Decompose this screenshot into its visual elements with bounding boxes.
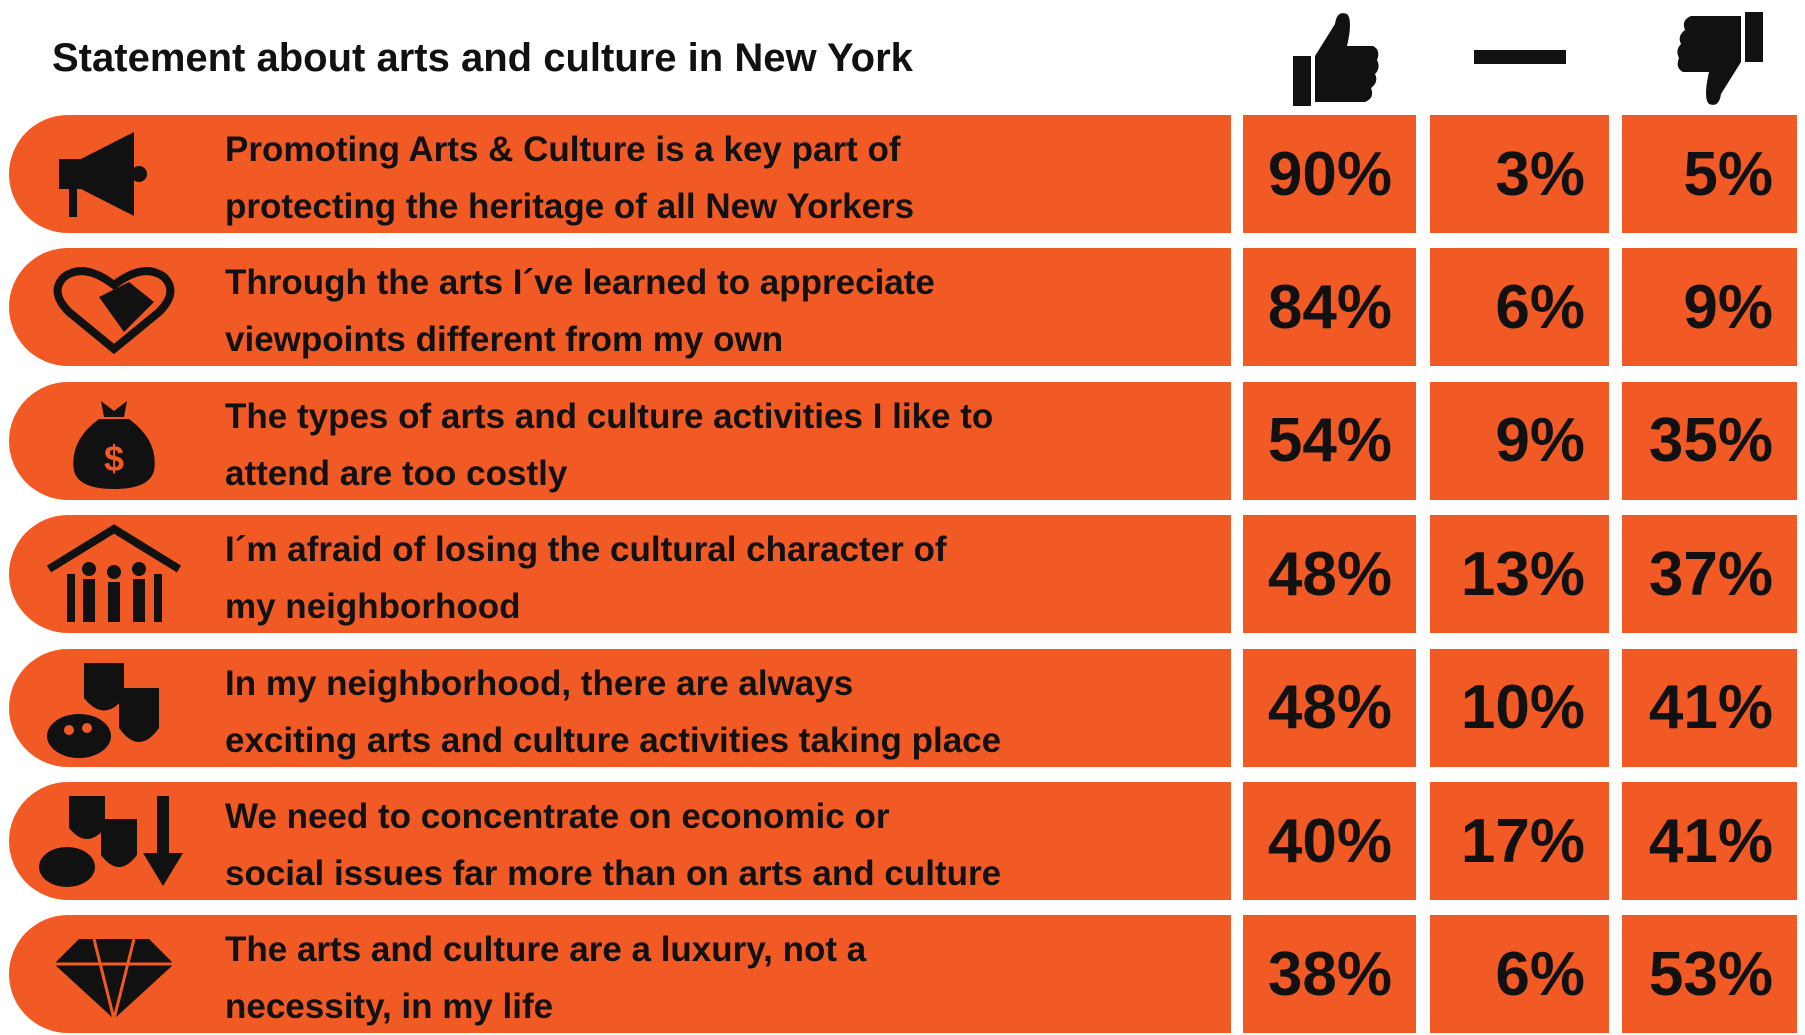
statement-line: The arts and culture are a luxury, not a [225,930,867,970]
disagree-cell: 9% [1622,248,1797,367]
neutral-cell: 6% [1430,248,1609,367]
statement-line: social issues far more than on arts and … [225,854,1002,893]
statement-line: protecting the heritage of all New Yorke… [225,187,915,226]
row-icon [59,132,147,217]
statement-line: The types of arts and culture activities… [225,396,994,436]
neutral-cell: 10% [1430,648,1609,767]
disagree-cell: 5% [1622,115,1797,233]
statement: We need to concentrate on economic or soc… [225,788,1001,902]
statement: The arts and culture are a luxury, not a… [225,921,866,1035]
statement: Through the arts I´ve learned to appreci… [225,254,935,368]
statement-line: Promoting Arts & Culture is a key part o… [225,130,901,169]
statement-band: $ The types of arts and culture activitie… [9,381,1231,502]
statement-line: viewpoints different from my own [225,320,784,360]
statement-band: The arts and culture are a luxury, not a… [9,915,1231,1035]
statement-band: Promoting Arts & Culture is a key part o… [9,115,1231,233]
statement-band: Through the arts I´ve learned to appreci… [9,248,1231,368]
agree-cell: 90% [1243,115,1416,233]
statement: In my neighborhood, there are always exci… [225,655,1001,769]
svg-text:$: $ [104,438,124,479]
agree-cell: 48% [1243,515,1416,634]
disagree-cell: 37% [1622,515,1797,634]
row-icon [47,662,159,758]
statement-line: my neighborhood [225,587,521,627]
neutral-cell: 13% [1430,515,1609,634]
statement-band: I´m afraid of losing the cultural charac… [9,515,1231,635]
neutral-cell: 3% [1430,115,1609,233]
statement-line: Through the arts I´ve learned to appreci… [225,263,935,303]
agree-cell: 54% [1243,381,1416,500]
statement: The types of arts and culture activities… [225,388,993,502]
statement-line: attend are too costly [225,453,568,493]
statement-line: In my neighborhood, there are always [225,663,854,703]
statement: Promoting Arts & Culture is a key part o… [225,121,914,235]
row-icon [54,939,174,1020]
statement-band: We need to concentrate on economic or soc… [9,782,1231,900]
disagree-cell: 41% [1622,782,1797,900]
row-icon: $ [73,400,155,489]
neutral-cell: 6% [1430,915,1609,1034]
statement-band: In my neighborhood, there are always exci… [9,648,1231,769]
statement-line: We need to concentrate on economic or [225,797,890,836]
agree-cell: 48% [1243,648,1416,767]
neutral-icon [1474,50,1566,64]
agree-cell: 84% [1243,248,1416,367]
statement-line: necessity, in my life [225,987,554,1027]
thumbs-up-icon [1293,13,1379,106]
disagree-cell: 53% [1622,915,1797,1034]
row-icon [46,524,182,623]
statement-line: I´m afraid of losing the cultural charac… [225,530,947,570]
disagree-cell: 41% [1622,648,1797,767]
statement-line: exciting arts and culture activities tak… [225,720,1002,760]
neutral-cell: 9% [1430,381,1609,500]
agree-cell: 40% [1243,782,1416,900]
disagree-cell: 35% [1622,381,1797,500]
agree-cell: 38% [1243,915,1416,1034]
row-icon [39,796,183,887]
row-icon [53,267,175,355]
title: Statement about arts and culture in New … [52,36,913,80]
statement: I´m afraid of losing the cultural charac… [225,521,947,635]
neutral-cell: 17% [1430,782,1609,900]
thumbs-down-icon [1677,12,1763,105]
